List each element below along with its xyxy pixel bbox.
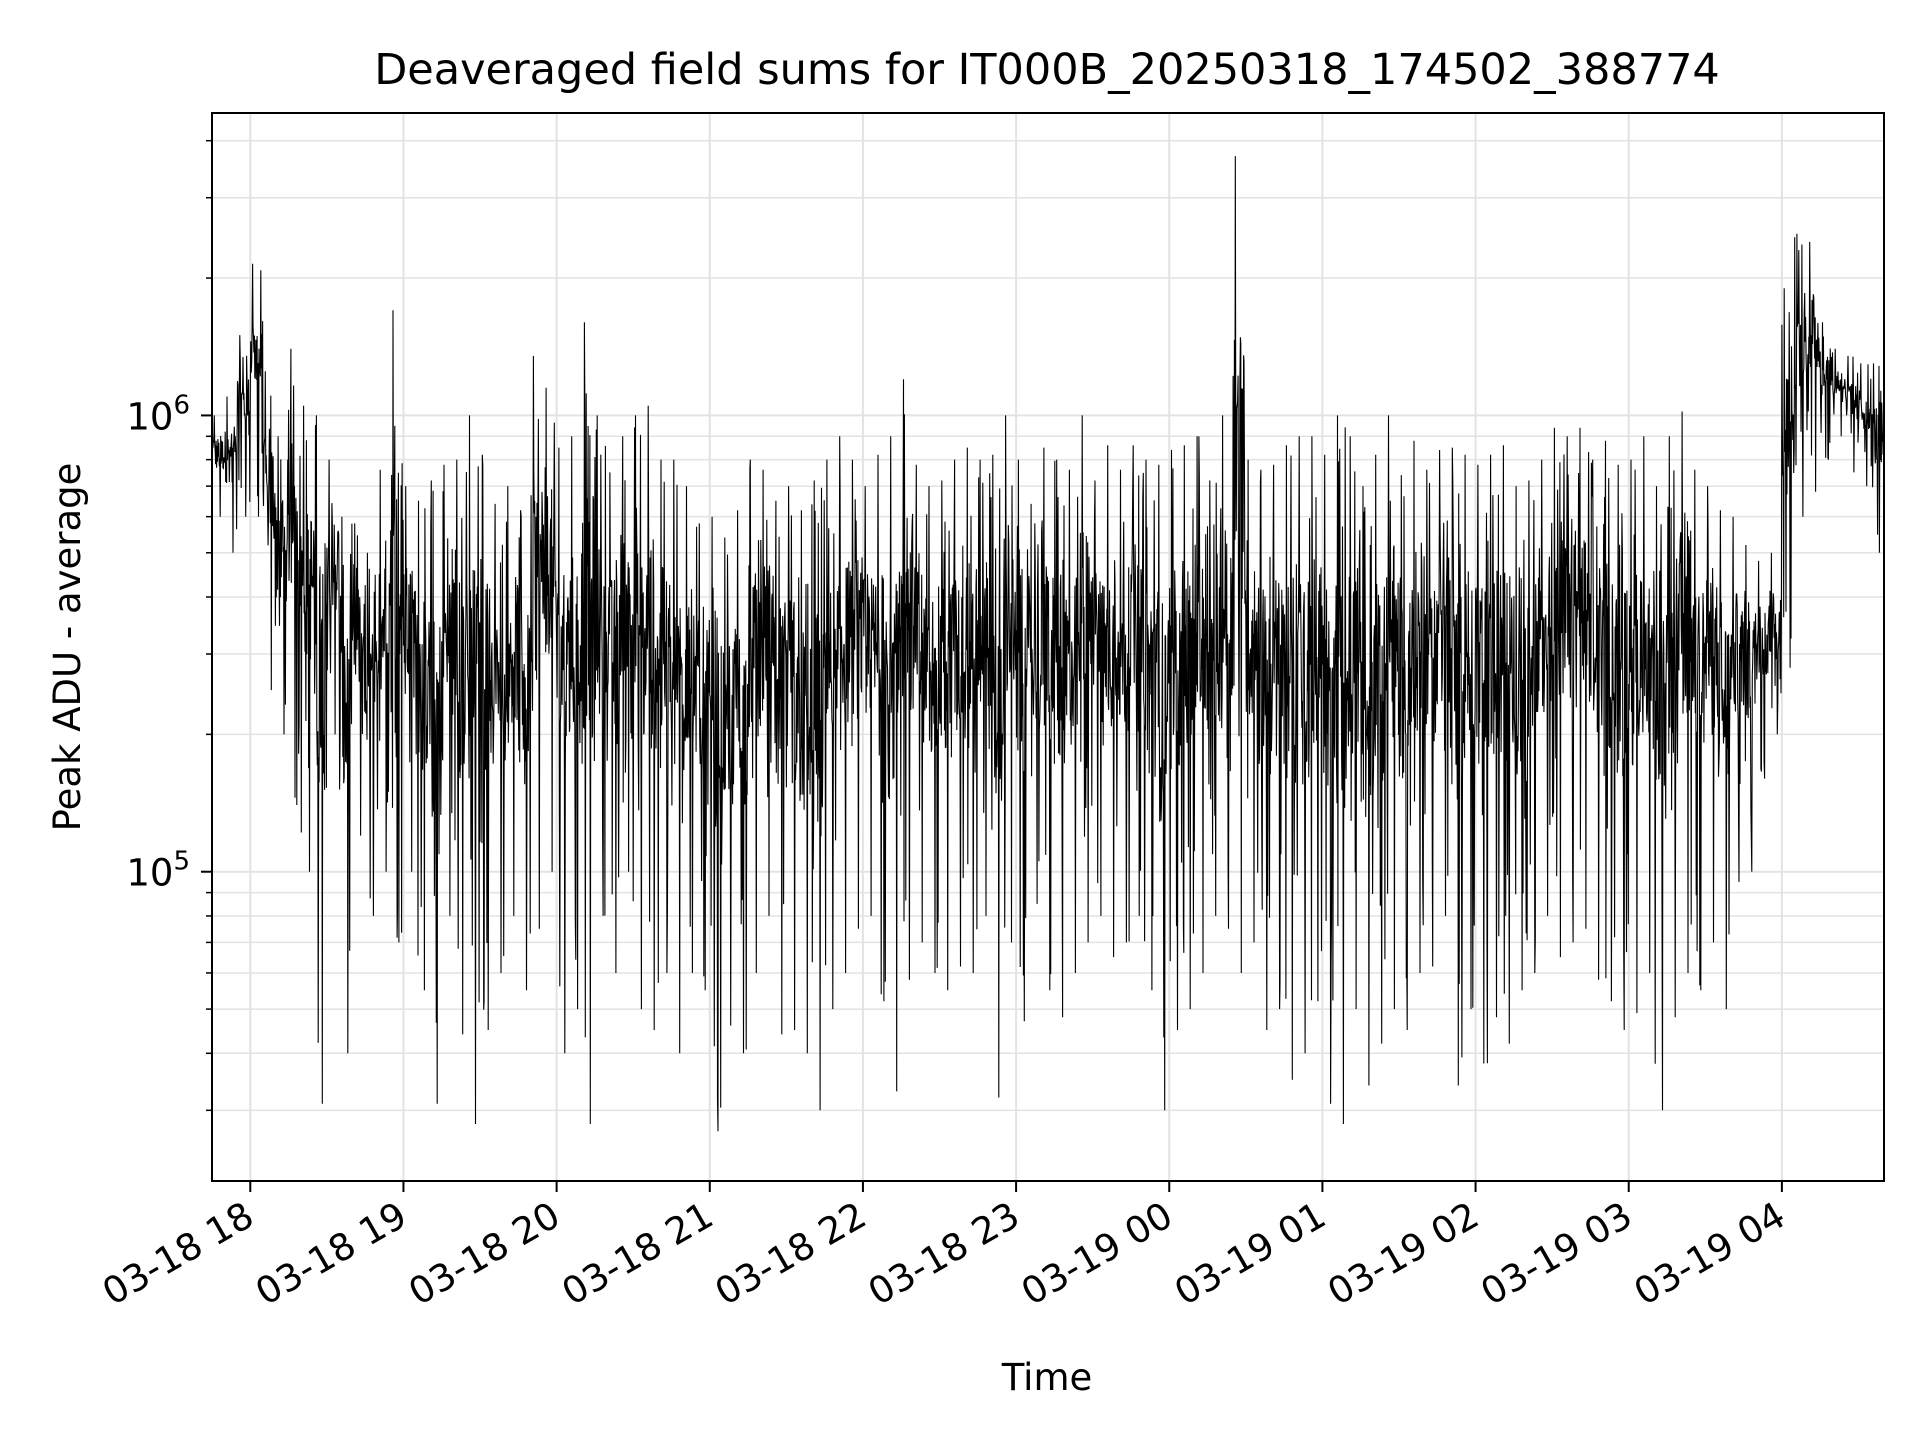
x-tick-label: 03-19 00 [1014, 1194, 1180, 1314]
x-tick-label: 03-19 03 [1474, 1194, 1640, 1314]
x-tick-label: 03-18 20 [402, 1194, 568, 1314]
data-series [211, 156, 1885, 1132]
x-tick-label: 03-18 22 [708, 1194, 874, 1314]
chart-title: Deaveraged field sums for IT000B_2025031… [374, 45, 1720, 95]
x-tick-label: 03-19 01 [1167, 1194, 1333, 1314]
x-tick-label: 03-19 04 [1627, 1194, 1793, 1314]
x-tick-label: 03-18 21 [555, 1194, 721, 1314]
y-axis-label: Peak ADU - average [46, 463, 89, 832]
x-tick-label: 03-18 19 [248, 1194, 414, 1314]
x-tick-label: 03-19 02 [1321, 1194, 1487, 1314]
x-tick-label: 03-18 23 [861, 1194, 1027, 1314]
y-ticks: 105 106 [126, 139, 212, 1112]
y-tick-label: 105 [126, 847, 190, 895]
x-tick-label: 03-18 18 [95, 1194, 261, 1314]
plot-frame [211, 112, 1885, 1182]
x-axis-label: Time [1001, 1356, 1093, 1399]
y-tick-label: 106 [126, 390, 190, 438]
series-line [211, 156, 1885, 1132]
